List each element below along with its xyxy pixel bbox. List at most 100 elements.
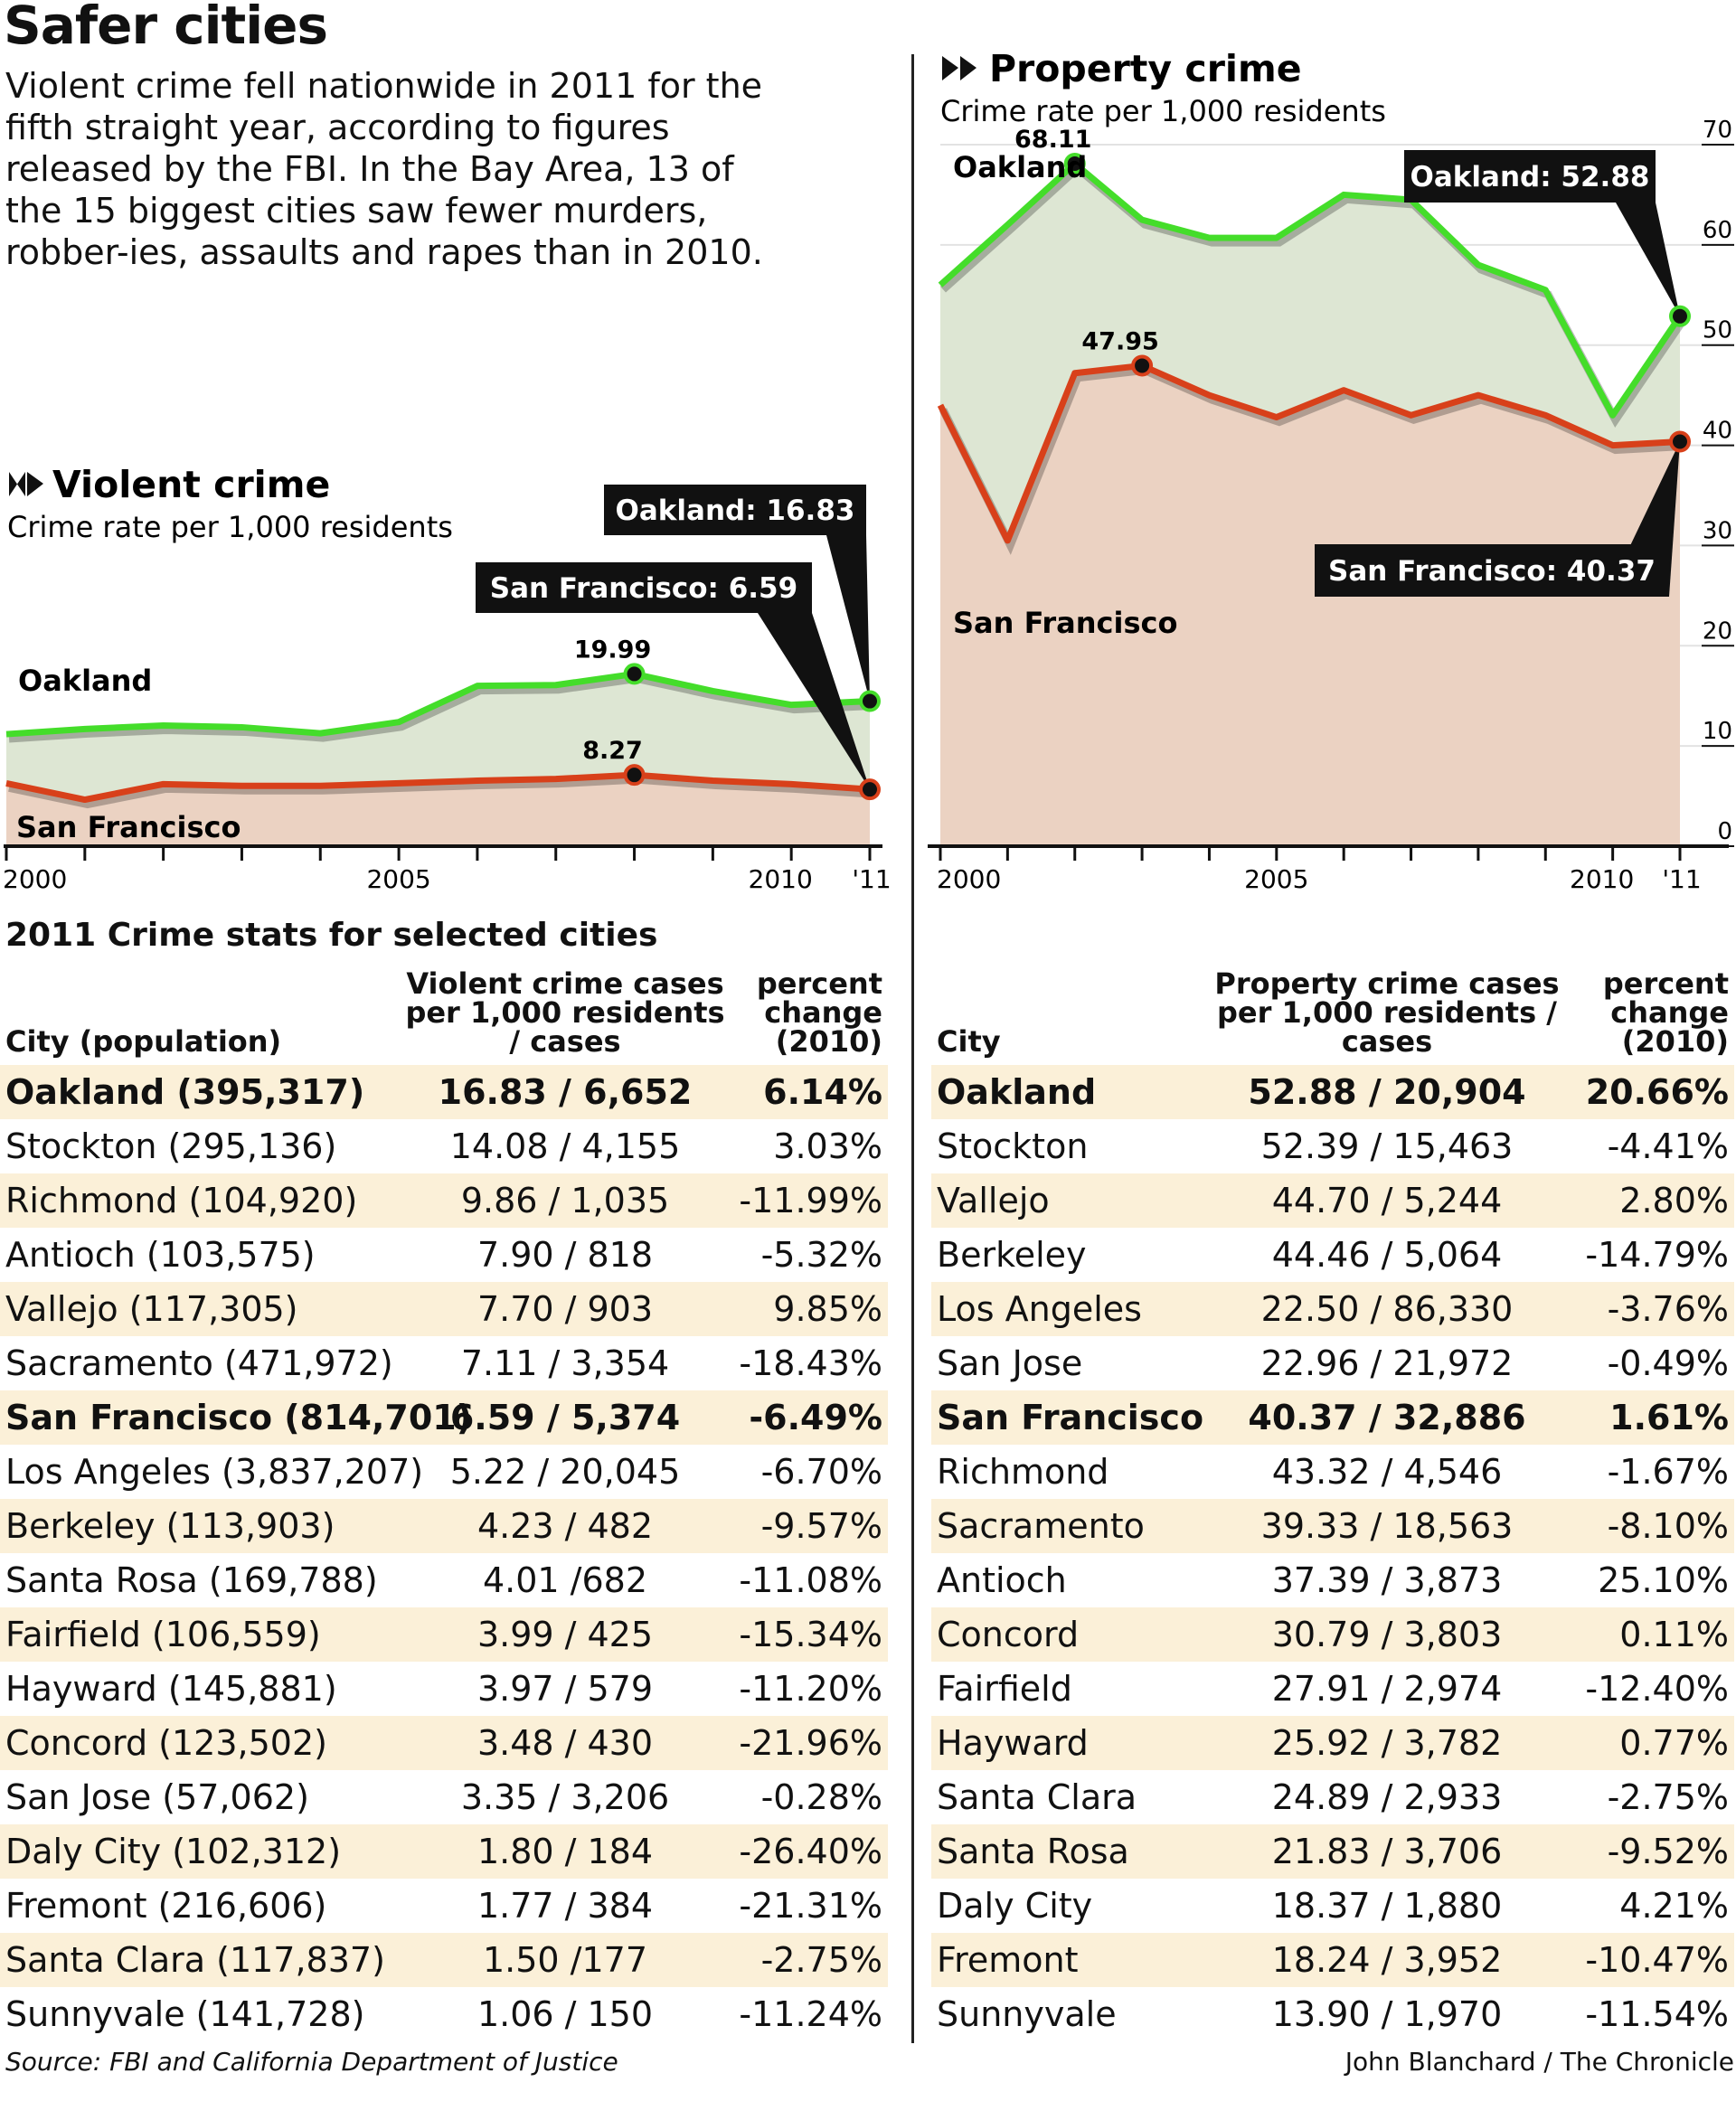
- violent-table-row: Richmond (104,920) 9.86 / 1,035 -11.99%: [0, 1173, 888, 1228]
- property-table-cell-change: 25.10%: [1598, 1560, 1729, 1600]
- property-table-row: San Francisco 40.37 / 32,886 1.61%: [931, 1390, 1734, 1445]
- violent-table-cell-city: Concord (123,502): [0, 1716, 398, 1770]
- violent-table-cell-rate: 6.59 / 5,374: [398, 1390, 732, 1445]
- violent-table-row: Vallejo (117,305) 7.70 / 903 9.85%: [0, 1282, 888, 1336]
- property-table-cell-change: 0.11%: [1571, 1607, 1734, 1662]
- violent-table-cell-change: -11.08%: [739, 1560, 882, 1600]
- property-table-cell-change: -8.10%: [1571, 1499, 1734, 1553]
- violent-table-cell-city: Santa Rosa (169,788): [5, 1560, 378, 1600]
- property-table-cell-change: -3.76%: [1571, 1282, 1734, 1336]
- property-table-cell-change: -4.41%: [1607, 1126, 1729, 1166]
- violent-table-cell-city: Sacramento (471,972): [5, 1343, 393, 1383]
- series-line-san-francisco: [937, 362, 1681, 544]
- point-label: 68.11: [1014, 126, 1091, 154]
- property-table-cell-city: Sunnyvale: [937, 1994, 1117, 2034]
- violent-table-cell-change: -26.40%: [732, 1824, 888, 1879]
- property-chart-arrow-icon: [942, 56, 958, 80]
- violent-table-row: San Jose (57,062) 3.35 / 3,206 -0.28%: [0, 1770, 888, 1824]
- property-table-row: Daly City 18.37 / 1,880 4.21%: [931, 1879, 1734, 1933]
- violent-table-cell-rate: 7.70 / 903: [398, 1282, 732, 1336]
- y-tick-label: 70: [1703, 117, 1732, 144]
- callout-label: San Francisco: 40.37: [1328, 555, 1656, 588]
- x-tick-label: '11: [1662, 864, 1701, 894]
- violent-table-row: Fairfield (106,559) 3.99 / 425 -15.34%: [0, 1607, 888, 1662]
- property-table-row: Fairfield 27.91 / 2,974 -12.40%: [931, 1662, 1734, 1716]
- point-marker: [623, 764, 646, 787]
- violent-table-cell-city: Daly City (102,312): [0, 1824, 398, 1879]
- property-table-cell-change: 4.21%: [1619, 1886, 1729, 1926]
- violent-table-cell-change: 6.14%: [732, 1065, 888, 1119]
- property-chart-oakland-label: Oakland: [953, 150, 1087, 184]
- callout-marker: [859, 778, 881, 801]
- series-line-oakland: [5, 670, 871, 738]
- column-divider: [911, 54, 914, 2043]
- violent-table-cell-change: -5.32%: [760, 1235, 882, 1275]
- property-table-cell-change: -14.79%: [1585, 1235, 1729, 1275]
- x-tick-label: '11: [852, 864, 891, 894]
- violent-table-row: Sacramento (471,972) 7.11 / 3,354 -18.43%: [0, 1336, 888, 1390]
- y-tick-label: 0: [1717, 818, 1732, 845]
- violent-table-cell-change: -0.28%: [760, 1777, 882, 1817]
- violent-table-row: San Francisco (814,701) 6.59 / 5,374 -6.49…: [0, 1390, 888, 1445]
- violent-table-cell-change: -9.57%: [732, 1499, 888, 1553]
- violent-table-cell-rate: 1.77 / 384: [476, 1886, 654, 1926]
- property-table-cell-change: 2.80%: [1571, 1173, 1734, 1228]
- area-san-francisco: [6, 775, 870, 846]
- violent-chart-title: Violent crime: [52, 463, 330, 506]
- callout-marker: [1669, 305, 1691, 327]
- callout-label: Oakland: 16.83: [616, 495, 855, 527]
- violent-table-cell-change: -18.43%: [739, 1343, 882, 1383]
- area-san-francisco: [940, 365, 1680, 846]
- property-table-row: Sacramento 39.33 / 18,563 -8.10%: [931, 1499, 1734, 1553]
- callout-box: [1315, 544, 1669, 597]
- violent-table-cell-rate: 3.48 / 430: [398, 1716, 732, 1770]
- point-label: 47.95: [1081, 327, 1158, 355]
- violent-table-row: Concord (123,502) 3.48 / 430 -21.96%: [0, 1716, 888, 1770]
- violent-table-row: Los Angeles (3,837,207) 5.22 / 20,045 -6.7…: [0, 1445, 888, 1499]
- property-table-cell-city: Concord: [931, 1607, 1203, 1662]
- property-table-cell-change: -10.47%: [1571, 1933, 1734, 1987]
- violent-table-cell-rate: 16.83 / 6,652: [398, 1065, 732, 1119]
- violent-table-cell-rate: 5.22 / 20,045: [449, 1452, 681, 1492]
- violent-table-cell-change: -2.75%: [732, 1933, 888, 1987]
- callout-label: San Francisco: 6.59: [490, 572, 797, 605]
- callout-marker: [859, 690, 881, 712]
- property-table-cell-city: Santa Clara: [937, 1777, 1137, 1817]
- violent-table-cell-city: Oakland (395,317): [0, 1065, 398, 1119]
- property-table-cell-city: Richmond: [937, 1452, 1109, 1492]
- violent-table-cell-change: -6.70%: [760, 1452, 882, 1492]
- x-tick-label: 2010: [749, 864, 813, 894]
- violent-table-cell-city: Richmond (104,920): [0, 1173, 398, 1228]
- violent-table-cell-change: -11.20%: [739, 1669, 882, 1709]
- property-table-header-change: percent change (2010): [1602, 966, 1729, 1059]
- violent-table-cell-city: Vallejo (117,305): [0, 1282, 398, 1336]
- violent-table-cell-rate: 9.86 / 1,035: [398, 1173, 732, 1228]
- property-chart-subtitle: Crime rate per 1,000 residents: [940, 94, 1386, 128]
- property-table-row: Antioch 37.39 / 3,873 25.10%: [931, 1553, 1734, 1607]
- violent-table-cell-change: -15.34%: [732, 1607, 888, 1662]
- violent-table-header-city: City (population): [5, 1024, 282, 1059]
- property-table-row: San Jose 22.96 / 21,972 -0.49%: [931, 1336, 1734, 1390]
- x-tick-label: 2000: [3, 864, 67, 894]
- violent-table-row: Oakland (395,317) 16.83 / 6,652 6.14%: [0, 1065, 888, 1119]
- violent-table-cell-rate: 1.80 / 184: [398, 1824, 732, 1879]
- violent-chart-arrow-icon-2: [27, 472, 43, 496]
- stats-title: 2011 Crime stats for selected cities: [5, 917, 658, 954]
- x-tick-label: 2005: [366, 864, 430, 894]
- series-line-oakland: [938, 160, 1683, 419]
- property-table-cell-rate: 27.91 / 2,974: [1271, 1669, 1503, 1709]
- property-table-row: Berkeley 44.46 / 5,064 -14.79%: [931, 1228, 1734, 1282]
- violent-table-cell-rate: 7.90 / 818: [476, 1235, 654, 1275]
- intro-text: Violent crime fell nationwide in 2011 fo…: [5, 66, 763, 272]
- property-table-cell-change: -12.40%: [1585, 1669, 1729, 1709]
- property-table-cell-rate: 40.37 / 32,886: [1203, 1390, 1571, 1445]
- violent-table-cell-rate: 1.06 / 150: [476, 1994, 654, 2034]
- property-table-cell-city: Antioch: [937, 1560, 1067, 1600]
- y-tick-label: 30: [1703, 517, 1732, 544]
- property-table-cell-rate: 44.70 / 5,244: [1203, 1173, 1571, 1228]
- callout-box: [604, 485, 866, 535]
- violent-table-cell-change: -11.99%: [732, 1173, 888, 1228]
- violent-table-header-rate: Violent crime cases per 1,000 residents …: [405, 966, 725, 1059]
- property-table-cell-city: Daly City: [937, 1886, 1093, 1926]
- property-table-cell-change: -9.52%: [1571, 1824, 1734, 1879]
